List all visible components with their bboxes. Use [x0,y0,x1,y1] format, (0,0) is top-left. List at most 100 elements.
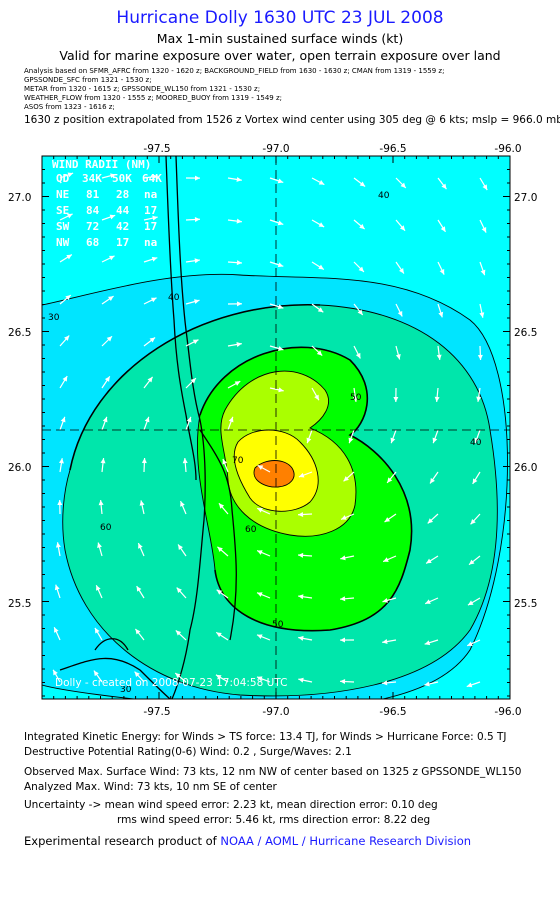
wind-vector-head [98,500,104,506]
wind-vector-head [106,336,113,342]
wind-vector-head [236,218,242,224]
wind-radii-header: 34K [82,172,102,185]
wind-vector-head [399,225,406,231]
coastline [59,156,237,699]
wind-vector-head [182,458,188,464]
wind-vector-head [298,635,304,641]
wind-vector-head [65,295,71,301]
wind-radii-cell: na [144,236,157,249]
wind-vector-head [359,181,366,187]
wind-vector-head [180,501,185,507]
lat-tick-label: 27.0 [514,192,537,204]
analyzed-max-wind: Analyzed Max. Wind: 73 kts, 10 nm SE of … [24,781,277,793]
wind-vector-head [441,183,447,190]
wind-vector-head [469,559,475,565]
lon-tick-label: -97.0 [262,706,289,718]
source-line: WEATHER_FLOW from 1320 - 1555 z; MOORED_… [24,94,283,102]
wind-vector-head [102,416,108,423]
wind-vector-head [467,600,474,606]
lat-tick-label: 25.5 [8,598,31,610]
wind-vector-head [341,515,347,520]
wind-vector-head [426,558,432,564]
wind-radii-cell: SW [56,220,70,233]
wind-vector-head [298,511,304,517]
wind-vector-head [316,350,323,356]
wind-vector-head [432,437,438,444]
wind-vector-head [359,223,365,230]
wind-vector-head [57,500,63,506]
wind-vector-head [314,394,319,401]
lat-tick-label: 27.0 [8,192,31,204]
wind-vector-head [151,256,158,262]
wind-vector-head [257,508,263,513]
wind-radii-cell: 44 [116,204,130,217]
contour-label: 50 [272,620,284,630]
wind-vector-head [194,258,200,264]
wind-radii-cell: 17 [116,236,129,249]
wind-vector-head [318,180,325,185]
contour-lines [42,273,508,699]
wind-vector-head [424,640,431,646]
wind-vector-head [236,301,242,307]
noaa-link[interactable]: NOAA / AOML / Hurricane Research Divisio… [220,834,472,848]
source-line: ASOS from 1323 - 1616 z; [24,103,115,111]
lon-tick-label: -96.0 [494,143,521,155]
wind-vector-head [298,552,304,558]
wind-vector-head [277,304,284,310]
wind-vector-head [257,465,264,470]
wind-vector-head [108,255,115,261]
wind-vector-head [430,477,435,484]
wind-vector-head [382,597,388,603]
source-line: GPSSONDE_SFC from 1321 - 1530 z; [24,76,152,84]
wind-vector-head [277,220,284,226]
wind-vector-head [256,634,263,639]
wind-vector-head [216,589,223,595]
wind-vector-head [393,396,399,402]
contour-label: 40 [378,191,390,201]
wind-radii-cell: 72 [86,220,99,233]
wind-vector-head [390,437,396,444]
lon-tick-label: -97.5 [143,706,170,718]
wind-vector-head [136,586,142,592]
wind-vector-head [54,584,60,591]
wind-vector-head [427,518,434,524]
wind-vector-head [93,670,99,677]
latitude-labels: 27.0 26.5 26.0 25.5 27.0 26.5 26.0 25.5 [8,192,537,610]
wind-vector-head [141,458,147,464]
wind-vector-head [94,627,100,634]
position-note: 1630 z position extrapolated from 1526 z… [24,114,560,126]
contour-label: 40 [470,438,482,448]
wind-vector-head [298,677,304,683]
wind-swath-map: 40 40 40 30 50 50 60 60 70 30 WIND RADII… [8,143,537,718]
wind-vector-head [190,378,196,384]
wind-vector-head [434,396,440,402]
lon-tick-label: -96.5 [379,143,406,155]
wind-vector-head [482,184,488,191]
lon-tick-label: -97.5 [143,143,170,155]
wind-radii-cell: 28 [116,188,129,201]
wind-vector-head [194,175,200,181]
wind-vector-head [60,416,66,423]
wind-vector-head [186,416,192,423]
wind-vector-head [178,544,183,550]
wind-vector-head [135,628,141,635]
wind-vector-head [358,266,364,272]
wind-vector-head [175,673,181,679]
wind-vector-head [97,542,102,549]
product-credit: Experimental research product of NOAA / … [24,834,471,848]
wind-vector-head [343,476,349,482]
wind-vector-head [472,478,478,484]
wind-vector-head [144,416,150,423]
wind-vector-head [216,632,222,638]
wind-vector-head [108,296,114,302]
lat-tick-label: 26.0 [8,462,31,474]
contour-line-34kt [69,304,321,471]
wind-vector-head [147,376,153,383]
wind-vector-head [439,268,445,275]
wind-vector-head [298,594,304,600]
wind-vector-head [352,396,358,402]
contour-label: 30 [48,313,60,323]
wind-vector-head [58,458,64,464]
wind-vector-head [395,354,401,360]
wind-radii-cell: 17 [144,204,157,217]
